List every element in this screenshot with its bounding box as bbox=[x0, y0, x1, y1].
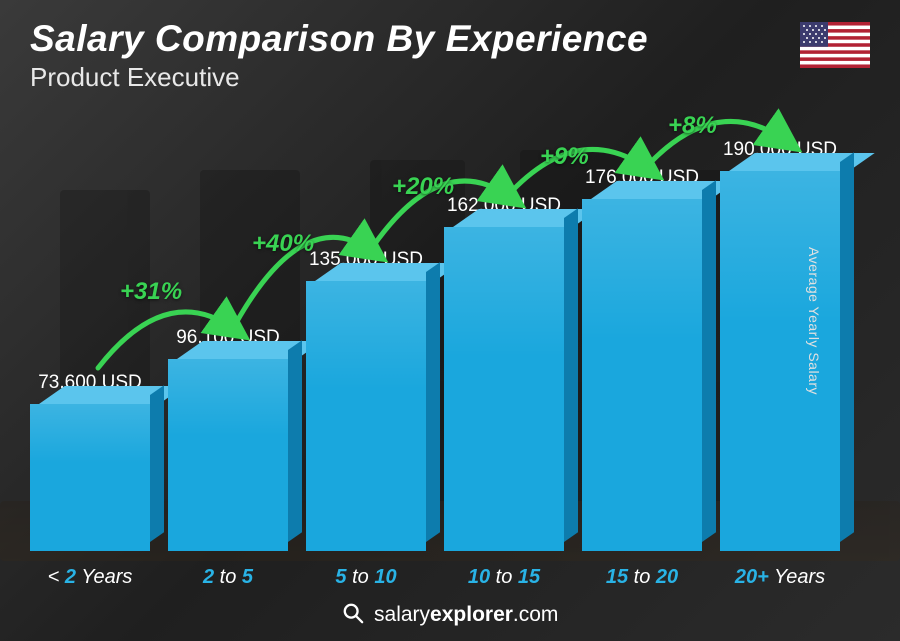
footer-brand: salaryexplorer.com bbox=[374, 603, 558, 626]
bar-body bbox=[306, 281, 426, 551]
increment-label-0: +31% bbox=[120, 278, 182, 306]
bar-body bbox=[720, 171, 840, 551]
bar-side-face bbox=[288, 340, 302, 542]
bar-3: 162,000 USD10 to 15 bbox=[444, 195, 564, 551]
bar-side-face bbox=[840, 152, 854, 542]
us-flag-icon bbox=[800, 22, 870, 68]
bar-side-face bbox=[426, 262, 440, 542]
bar-body bbox=[30, 404, 150, 551]
bar-front-face bbox=[720, 171, 840, 551]
header: Salary Comparison By Experience Product … bbox=[30, 18, 870, 93]
bar-4: 176,000 USD15 to 20 bbox=[582, 167, 702, 551]
bar-2: 135,000 USD5 to 10 bbox=[306, 249, 426, 551]
bar-front-face bbox=[444, 227, 564, 551]
increment-label-3: +9% bbox=[540, 143, 589, 171]
increment-label-4: +8% bbox=[668, 112, 717, 140]
bar-body bbox=[582, 199, 702, 551]
bar-side-face bbox=[150, 385, 164, 542]
footer-brand-bold: explorer bbox=[430, 603, 513, 626]
page-subtitle: Product Executive bbox=[30, 62, 870, 93]
increment-label-1: +40% bbox=[252, 230, 314, 258]
page-title: Salary Comparison By Experience bbox=[30, 18, 870, 60]
bar-front-face bbox=[582, 199, 702, 551]
bar-front-face bbox=[306, 281, 426, 551]
bar-front-face bbox=[168, 359, 288, 551]
bar-body bbox=[444, 227, 564, 551]
bar-5: 190,000 USD20+ Years bbox=[720, 139, 840, 551]
bar-chart: 73,600 USD< 2 Years96,100 USD2 to 5135,0… bbox=[30, 100, 840, 551]
y-axis-label: Average Yearly Salary bbox=[806, 247, 822, 395]
bar-side-face bbox=[564, 208, 578, 542]
footer-brand-light: salary bbox=[374, 603, 430, 626]
footer-brand-suffix: .com bbox=[513, 603, 559, 626]
logo-icon bbox=[342, 602, 364, 624]
bar-body bbox=[168, 359, 288, 551]
bar-x-label: 20+ Years bbox=[696, 566, 864, 589]
bar-side-face bbox=[702, 180, 716, 542]
increment-label-2: +20% bbox=[392, 173, 454, 201]
bar-1: 96,100 USD2 to 5 bbox=[168, 327, 288, 551]
footer: salaryexplorer.com bbox=[0, 602, 900, 627]
bar-0: 73,600 USD< 2 Years bbox=[30, 372, 150, 551]
bar-front-face bbox=[30, 404, 150, 551]
